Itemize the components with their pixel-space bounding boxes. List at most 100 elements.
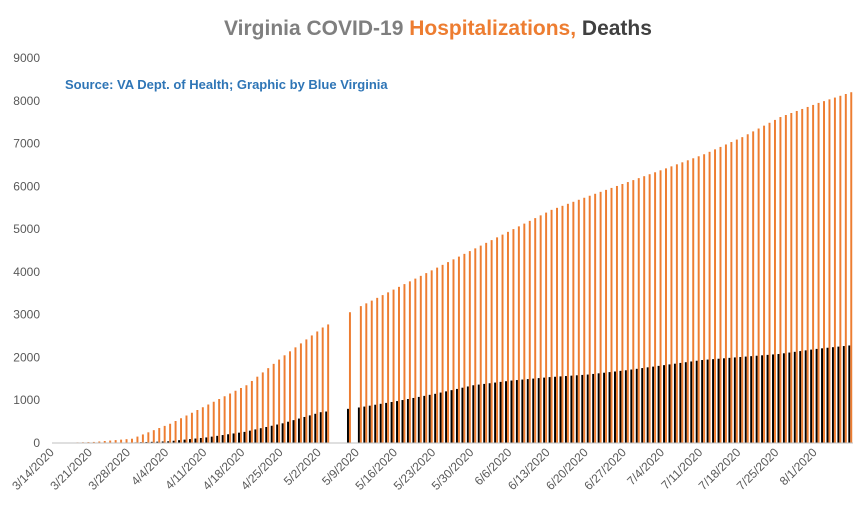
death-bar [837, 347, 839, 443]
hospitalization-bar [643, 176, 645, 443]
hospitalization-bar [621, 184, 623, 443]
death-bar [772, 354, 774, 443]
y-tick-label: 4000 [13, 265, 40, 279]
death-bar [685, 362, 687, 443]
hospitalization-bar [278, 360, 280, 443]
x-tick-label: 4/25/2020 [238, 445, 286, 493]
hospitalization-bar [126, 439, 128, 443]
hospitalization-bar [769, 123, 771, 443]
hospitalization-bar [839, 96, 841, 443]
hospitalization-bar [638, 178, 640, 443]
death-bar [396, 401, 398, 443]
hospitalization-bar [229, 394, 231, 444]
hospitalization-bar [736, 140, 738, 443]
hospitalization-bar [709, 152, 711, 443]
death-bar [391, 402, 393, 443]
death-bar [461, 388, 463, 443]
hospitalization-bar [496, 237, 498, 443]
hospitalization-bar [382, 295, 384, 443]
death-bar [554, 377, 556, 443]
hospitalization-bar [131, 439, 133, 443]
hospitalization-bar [605, 190, 607, 443]
death-bar [538, 378, 540, 443]
hospitalization-bar [561, 206, 563, 443]
x-tick-label: 7/25/2020 [734, 445, 782, 493]
death-bar [358, 407, 360, 443]
hospitalization-bar [670, 166, 672, 443]
hospitalization-bar [545, 213, 547, 443]
death-bar [407, 399, 409, 443]
hospitalization-bar [458, 257, 460, 443]
hospitalization-bar [572, 202, 574, 443]
y-tick-label: 8000 [13, 94, 40, 108]
hospitalization-bar [845, 94, 847, 443]
hospitalization-bar [420, 276, 422, 443]
death-bar [189, 439, 191, 443]
hospitalization-bar [774, 120, 776, 443]
death-bar [609, 372, 611, 443]
hospitalization-bar [556, 208, 558, 443]
death-bar [233, 433, 235, 443]
hospitalization-bar [720, 147, 722, 443]
death-bar [374, 405, 376, 443]
hospitalization-bar [142, 434, 144, 443]
hospitalization-bar [611, 188, 613, 443]
death-bar [848, 345, 850, 443]
death-bar [592, 374, 594, 443]
death-bar [325, 412, 327, 443]
hospitalization-bar [660, 170, 662, 443]
death-bar [636, 369, 638, 443]
death-bar [625, 370, 627, 443]
hospitalization-bar [676, 164, 678, 443]
hospitalization-bar [763, 126, 765, 443]
hospitalization-bar [518, 226, 520, 443]
hospitalization-bar [436, 268, 438, 443]
death-bar [712, 359, 714, 443]
hospitalization-bar [300, 343, 302, 443]
death-bar [560, 376, 562, 443]
hospitalization-bar [823, 101, 825, 443]
hospitalization-bar [273, 364, 275, 443]
death-bar [696, 361, 698, 443]
hospitalization-bar [698, 156, 700, 443]
death-bar [647, 367, 649, 443]
death-bar [287, 422, 289, 443]
hospitalization-bar [376, 298, 378, 443]
hospitalization-bar [551, 210, 553, 443]
hospitalization-bar [387, 292, 389, 443]
death-bar [570, 376, 572, 443]
death-bar [576, 375, 578, 443]
y-tick-label: 3000 [13, 308, 40, 322]
hospitalization-bar [730, 142, 732, 443]
y-tick-label: 6000 [13, 179, 40, 193]
x-tick-label: 8/1/2020 [777, 445, 820, 488]
hospitalization-bar [207, 405, 209, 444]
hospitalization-bar [583, 198, 585, 443]
hospitalization-bar [169, 424, 171, 443]
hospitalization-bar [480, 246, 482, 443]
hospitalization-bar [540, 215, 542, 443]
hospitalization-bar [442, 265, 444, 443]
death-bar [211, 437, 213, 443]
hospitalization-bar [687, 160, 689, 443]
hospitalization-bar [180, 418, 182, 443]
death-bar [565, 376, 567, 443]
death-bar [728, 358, 730, 443]
chart-title-part-deaths: Deaths [576, 17, 652, 40]
hospitalization-bar [284, 355, 286, 443]
death-bar [767, 355, 769, 443]
death-bar [777, 354, 779, 443]
hospitalization-bar [414, 279, 416, 443]
death-bar [614, 372, 616, 444]
x-axis: 3/14/20203/21/20203/28/20204/4/20204/11/… [9, 445, 820, 493]
hospitalization-bar [235, 391, 237, 443]
death-bar [745, 357, 747, 443]
death-bar [549, 377, 551, 443]
hospitalization-bar [425, 273, 427, 443]
death-bar [598, 373, 600, 443]
death-bar [216, 436, 218, 443]
hospitalization-bar [632, 180, 634, 443]
hospitalization-bar [796, 111, 798, 443]
death-bar [385, 403, 387, 443]
death-bar [663, 365, 665, 443]
